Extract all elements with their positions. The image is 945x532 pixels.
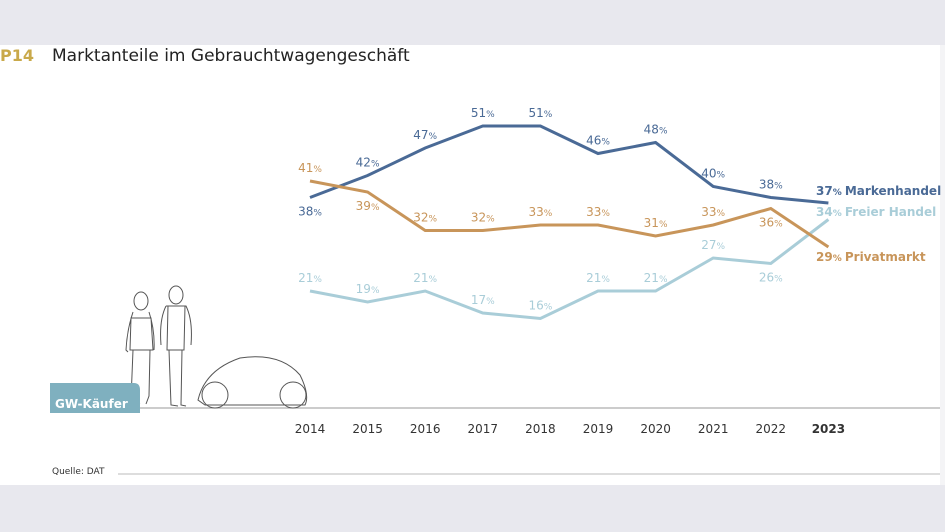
data-label: 16% (528, 299, 552, 313)
x-tick-label: 2020 (640, 422, 671, 436)
data-label: 39% (356, 199, 380, 213)
data-label: 38% (759, 178, 783, 192)
x-tick-label: 2022 (756, 422, 787, 436)
data-label: 26% (759, 271, 783, 285)
right-edge (940, 45, 945, 485)
data-label: 41% (298, 161, 322, 175)
x-tick-label: 2019 (583, 422, 614, 436)
data-label: 48% (644, 123, 668, 137)
data-label: 21% (298, 271, 322, 285)
data-label: 42% (356, 156, 380, 170)
data-label: 21% (586, 271, 610, 285)
data-label: 17% (471, 293, 495, 307)
data-label: 33% (701, 205, 725, 219)
end-label: 37% Markenhandel (816, 184, 941, 198)
data-label: 46% (586, 134, 610, 148)
data-label: 47% (413, 128, 437, 142)
series-line-markenhandel (309, 124, 829, 205)
x-tick-label: 2023 (812, 422, 845, 436)
x-tick-label: 2017 (468, 422, 499, 436)
buyer-badge (50, 383, 140, 413)
data-label: 31% (644, 216, 668, 230)
data-label: 38% (298, 205, 322, 219)
data-label: 27% (701, 238, 725, 252)
data-label: 32% (413, 211, 437, 225)
data-label: 32% (471, 211, 495, 225)
x-tick-label: 2015 (352, 422, 383, 436)
x-tick-label: 2016 (410, 422, 441, 436)
end-label: 29% Privatmarkt (816, 250, 926, 264)
data-label: 21% (413, 271, 437, 285)
data-label: 33% (586, 205, 610, 219)
data-label: 51% (528, 106, 552, 120)
buyer-badge-label: GW-Käufer (55, 397, 128, 411)
series-line-freier-handel (309, 218, 830, 321)
data-label: 21% (644, 271, 668, 285)
data-label: 51% (471, 106, 495, 120)
series-line-privatmarkt (309, 179, 830, 249)
source-note: Quelle: DAT (52, 467, 105, 477)
chart-title: Marktanteile im Gebrauchtwagengeschäft (52, 46, 410, 66)
x-tick-label: 2018 (525, 422, 556, 436)
figure-code: P14 (0, 46, 34, 65)
chart-panel (0, 45, 940, 485)
data-label: 19% (356, 282, 380, 296)
data-label: 33% (528, 205, 552, 219)
x-tick-label: 2021 (698, 422, 729, 436)
data-label: 40% (701, 167, 725, 181)
end-label: 34% Freier Handel (816, 205, 936, 219)
data-label: 36% (759, 216, 783, 230)
x-tick-label: 2014 (295, 422, 326, 436)
people-illustration (125, 285, 308, 409)
